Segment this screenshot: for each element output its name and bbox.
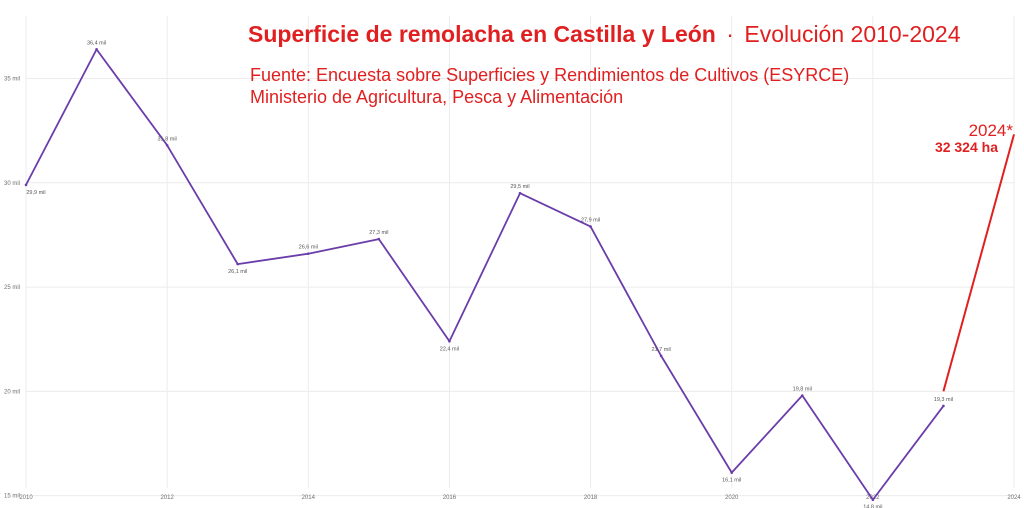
y-tick-label: 20 mil	[4, 389, 20, 395]
data-point	[871, 498, 875, 502]
data-label: 36,4 mil	[87, 40, 106, 46]
data-label: 16,1 mil	[722, 478, 741, 484]
x-tick-label: 2020	[725, 495, 739, 501]
data-point	[448, 339, 451, 343]
source-line-2: Ministerio de Agricultura, Pesca y Alime…	[250, 87, 623, 107]
projection-line	[942, 134, 1015, 392]
data-label: 29,5 mil	[510, 184, 529, 190]
annotation-value: 32 324 ha	[935, 139, 998, 155]
data-point	[236, 262, 240, 266]
x-tick-label: 2016	[443, 495, 457, 501]
x-tick-label: 2014	[302, 495, 316, 501]
y-tick-label: 25 mil	[4, 285, 20, 291]
data-point	[518, 191, 522, 195]
data-label: 19,3 mil	[934, 397, 953, 403]
data-point	[589, 225, 592, 228]
data-point	[800, 394, 804, 397]
gridlines	[25, 16, 1015, 497]
data-point	[306, 252, 310, 256]
data-label: 26,6 mil	[299, 245, 318, 251]
x-tick-label: 2018	[584, 495, 598, 501]
data-point	[24, 183, 28, 187]
data-point	[95, 48, 98, 51]
y-tick-label: 15 mil	[4, 494, 20, 500]
chart-subtitle: Evolución 2010-2024	[744, 21, 960, 47]
y-axis-ticks: 15 mil 20 mil 25 mil 30 mil 35 mil	[4, 77, 20, 500]
data-label: 26,1 mil	[228, 269, 247, 275]
data-label: 22,4 mil	[440, 346, 459, 352]
data-point	[659, 354, 663, 358]
source-line-1: Fuente: Encuesta sobre Superficies y Ren…	[250, 65, 849, 85]
x-tick-label: 2010	[19, 495, 33, 501]
series-line	[25, 48, 945, 501]
data-label: 19,8 mil	[793, 386, 812, 392]
data-point	[165, 143, 169, 147]
x-tick-label: 2024	[1007, 495, 1021, 501]
svg-text:Superficie de remolacha en Cas: Superficie de remolacha en Castilla y Le…	[248, 21, 961, 47]
data-point	[377, 237, 381, 241]
y-tick-label: 35 mil	[4, 77, 20, 83]
data-point	[942, 404, 945, 408]
data-label: 27,3 mil	[369, 230, 388, 236]
data-label: 29,9 mil	[26, 190, 45, 196]
data-point	[730, 471, 734, 474]
data-label: 31,8 mil	[158, 136, 177, 142]
annotation-year: 2024*	[969, 121, 1014, 140]
data-labels: 29,9 mil 36,4 mil 31,8 mil 26,1 mil 26,6 mil…	[24, 40, 953, 508]
title-separator: ·	[726, 21, 734, 47]
data-label: 21,7 mil	[652, 347, 671, 353]
y-tick-label: 30 mil	[4, 181, 20, 187]
data-label: 27,9 mil	[581, 218, 600, 224]
data-label: 14,8 mil	[863, 505, 882, 508]
x-tick-label: 2012	[160, 495, 174, 501]
chart-title: Superficie de remolacha en Castilla y Le…	[248, 21, 716, 47]
